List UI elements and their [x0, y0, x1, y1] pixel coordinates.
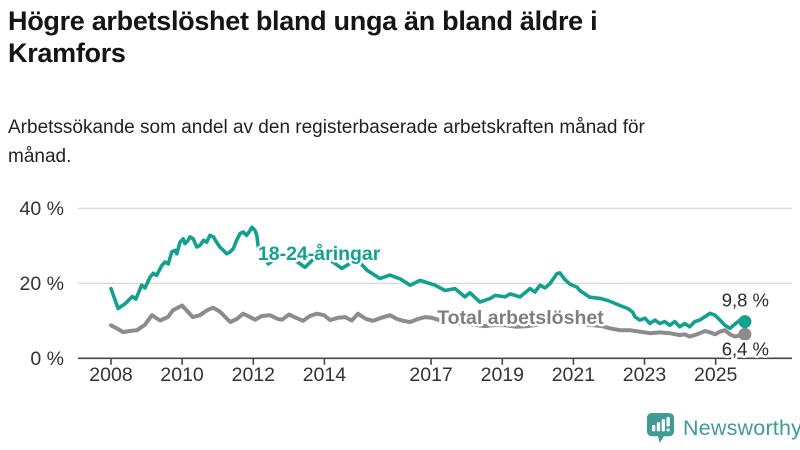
- y-tick-label: 40 %: [20, 198, 64, 220]
- x-tick-label: 2008: [89, 364, 132, 386]
- series-line-youth: [109, 225, 747, 331]
- series-label-youth: 18-24-åringar: [258, 242, 381, 265]
- end-dot-total: [738, 327, 752, 341]
- newsworthy-logo: Newsworthy: [645, 412, 800, 444]
- chart-subtitle: Arbetssökande som andel av den registerb…: [8, 117, 645, 168]
- y-tick-label: 0 %: [30, 348, 64, 370]
- newsworthy-logo-icon: [646, 412, 675, 444]
- x-tick-label: 2010: [160, 364, 204, 386]
- x-tick-label: 2012: [232, 364, 275, 386]
- x-tick-label: 2025: [694, 364, 738, 386]
- page-title: Högre arbetslöshet bland unga än bland ä…: [8, 6, 598, 69]
- newsworthy-logo-text: Newsworthy: [683, 415, 800, 440]
- end-dot-youth: [738, 315, 752, 329]
- x-tick-label: 2014: [303, 364, 347, 386]
- series-line-total: [109, 303, 747, 339]
- x-tick-label: 2023: [623, 364, 666, 386]
- y-tick-label: 20 %: [20, 273, 64, 295]
- x-tick-label: 2017: [409, 364, 452, 386]
- x-tick-label: 2019: [481, 364, 524, 386]
- series-label-total: Total arbetslöshet: [437, 307, 604, 329]
- x-tick-label: 2021: [552, 364, 595, 386]
- end-value-label-total: 6,4 %: [722, 338, 769, 359]
- end-value-label-youth: 9,8 %: [722, 290, 769, 311]
